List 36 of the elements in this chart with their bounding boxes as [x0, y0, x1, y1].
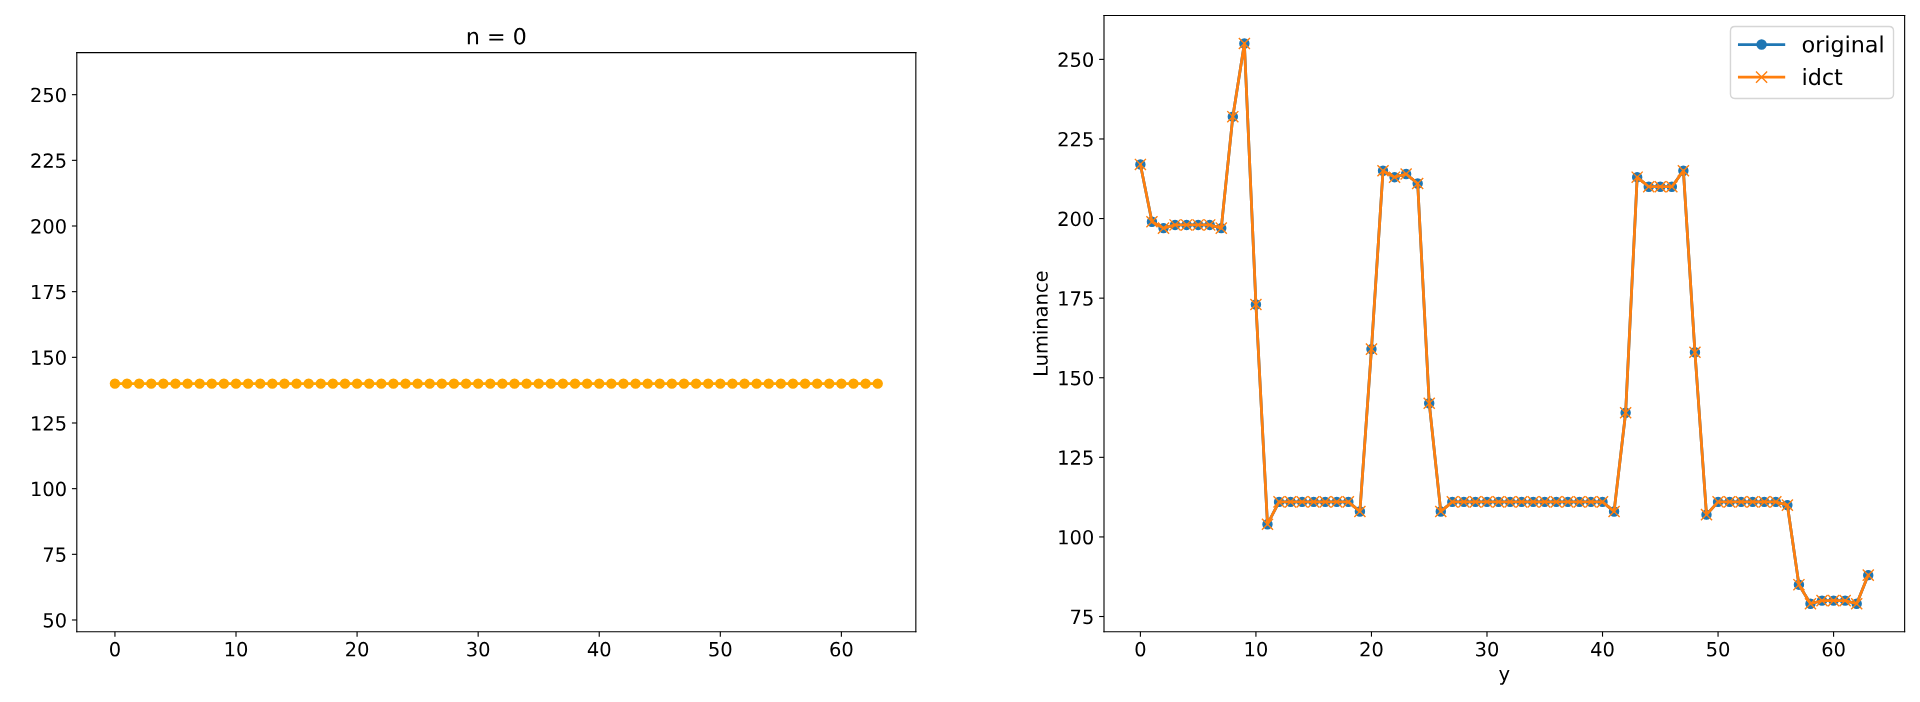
y-tick-label: 50	[43, 612, 66, 628]
x-axis-title: y	[1499, 670, 1510, 685]
x-tick-label: 0	[1135, 641, 1146, 657]
y-tick-label: 125	[1059, 450, 1093, 465]
legend-label: original	[1802, 35, 1883, 57]
y-axis-title: Luminance	[1032, 271, 1048, 375]
y-tick-label: 250	[1058, 52, 1093, 68]
x-tick-label: 10	[1245, 641, 1268, 657]
x-tick-label: 50	[1707, 641, 1730, 657]
x-tick-label: 50	[709, 641, 732, 657]
y-tick-label: 225	[31, 153, 66, 168]
x-tick-label: 10	[225, 641, 248, 657]
y-tick-label: 100	[1059, 529, 1093, 545]
x-tick-label: 20	[346, 641, 369, 657]
y-tick-label: 150	[1059, 370, 1093, 386]
y-tick-label: 175	[1059, 291, 1093, 306]
x-tick-label: 60	[830, 641, 853, 657]
y-tick-label: 250	[31, 87, 66, 103]
x-tick-label: 0	[110, 641, 120, 657]
x-tick-label: 30	[467, 641, 490, 657]
x-tick-label: 30	[1476, 641, 1499, 657]
legend-label: idct	[1803, 68, 1843, 86]
x-tick-label: 60	[1822, 641, 1845, 657]
y-tick-label: 150	[32, 350, 66, 365]
y-tick-label: 100	[32, 481, 66, 497]
y-tick-label: 200	[31, 218, 66, 234]
y-tick-label: 200	[1058, 211, 1093, 227]
chart-title: n = 0	[467, 27, 526, 45]
y-tick-label: 125	[32, 415, 66, 431]
y-tick-label: 175	[32, 284, 66, 300]
x-tick-label: 40	[1591, 641, 1614, 657]
y-tick-label: 75	[43, 547, 66, 562]
x-tick-label: 40	[587, 641, 611, 657]
y-tick-label: 225	[1058, 131, 1093, 147]
y-tick-label: 75	[1071, 609, 1093, 625]
x-tick-label: 20	[1360, 641, 1383, 657]
